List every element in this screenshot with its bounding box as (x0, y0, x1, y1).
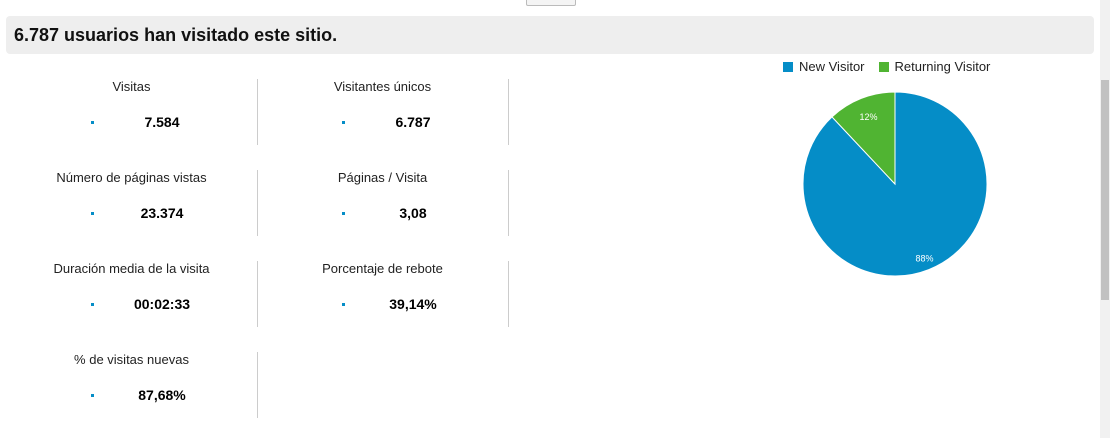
summary-header: 6.787 usuarios han visitado este sitio. (6, 16, 1094, 54)
metric-cell: Duración media de la visita 00:02:33 (6, 261, 258, 327)
metric-cell: Visitas 7.584 (6, 79, 258, 145)
sparkline-icon (91, 394, 94, 397)
page-title: 6.787 usuarios han visitado este sitio. (14, 25, 338, 45)
sparkline-icon (91, 121, 94, 124)
metric-value: 87,68% (138, 387, 186, 403)
metric-label: Visitantes únicos (333, 79, 432, 94)
chart-legend: New Visitor Returning Visitor (783, 59, 990, 74)
metric-cell: Páginas / Visita 3,08 (257, 170, 509, 236)
legend-label: Returning Visitor (894, 59, 991, 74)
metric-label: Porcentaje de rebote (322, 261, 443, 276)
scrollbar-thumb[interactable] (1101, 80, 1109, 300)
metric-value: 6.787 (395, 114, 431, 130)
sparkline-icon (91, 303, 94, 306)
metric-label: % de visitas nuevas (74, 352, 189, 367)
metric-cell: % de visitas nuevas 87,68% (6, 352, 258, 418)
sparkline-icon (342, 212, 345, 215)
metric-value: 3,08 (399, 205, 427, 221)
legend-swatch (783, 62, 793, 72)
metric-label: Páginas / Visita (337, 170, 428, 185)
pie-data-label: 88% (915, 253, 933, 263)
sparkline-icon (91, 212, 94, 215)
legend-item-returning-visitor[interactable]: Returning Visitor (878, 59, 991, 74)
metric-cell: Número de páginas vistas 23.374 (6, 170, 258, 236)
metric-cell: Porcentaje de rebote 39,14% (257, 261, 509, 327)
pie-data-label: 12% (859, 112, 877, 122)
legend-item-new-visitor[interactable]: New Visitor (783, 59, 865, 74)
sparkline-icon (342, 303, 345, 306)
metric-value: 39,14% (389, 296, 437, 312)
metric-label: Visitas (112, 79, 151, 94)
metric-value: 7.584 (144, 114, 180, 130)
top-button[interactable] (526, 0, 576, 6)
pie-chart: 88% 12% (802, 91, 988, 277)
metric-value: 00:02:33 (133, 296, 191, 312)
sparkline-icon (342, 121, 345, 124)
pie-slice-returning[interactable] (831, 91, 896, 186)
metric-cell: Visitantes únicos 6.787 (257, 79, 509, 145)
metric-label: Duración media de la visita (53, 261, 210, 276)
metric-label: Número de páginas vistas (56, 170, 207, 185)
legend-swatch (878, 62, 889, 72)
metric-value: 23.374 (140, 205, 184, 221)
legend-label: New Visitor (799, 59, 865, 74)
